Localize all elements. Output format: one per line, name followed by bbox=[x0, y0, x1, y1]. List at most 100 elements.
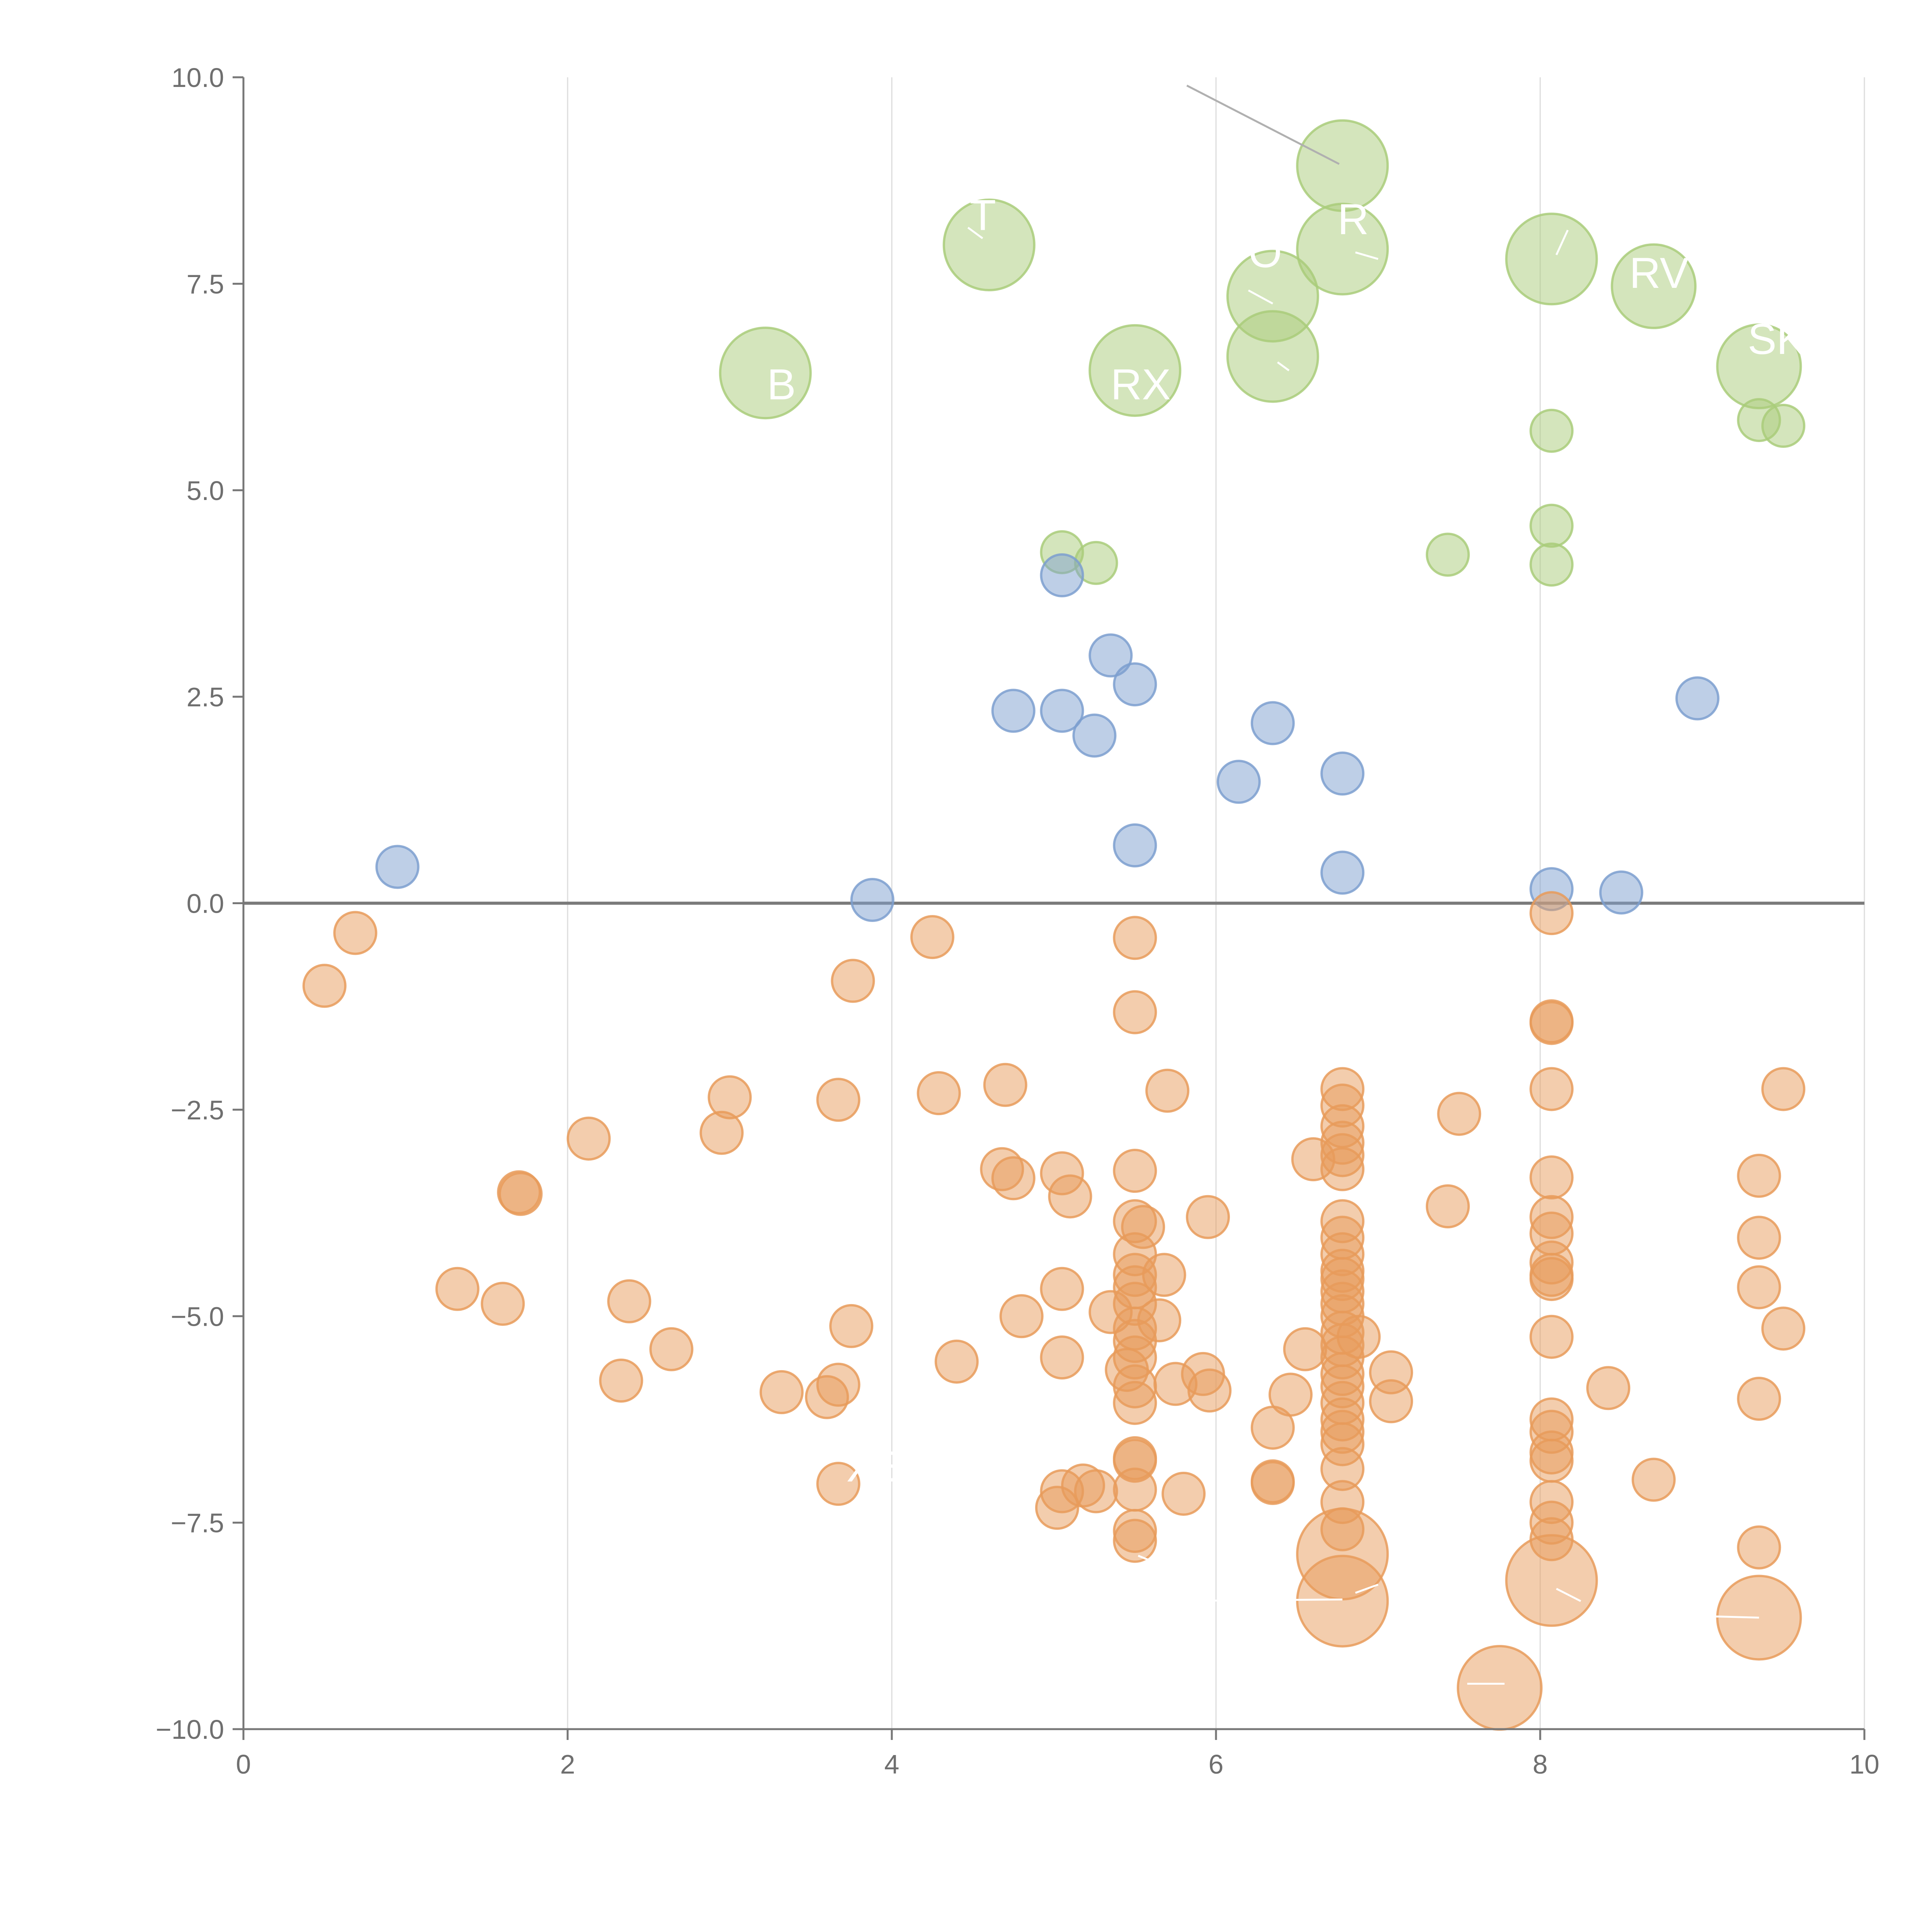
bubble-low-12 bbox=[983, 1063, 1027, 1107]
bubble-low-32 bbox=[1737, 1153, 1781, 1198]
bubble-mid-4 bbox=[1040, 689, 1084, 733]
bubble-low-83 bbox=[1337, 1315, 1381, 1359]
bubble-mid-8 bbox=[1216, 760, 1261, 804]
bubble-mid-10 bbox=[1113, 823, 1157, 867]
x-tick-label-1: 2 bbox=[560, 1749, 575, 1779]
bubble-mid-15 bbox=[1599, 870, 1643, 915]
bubble-low-89 bbox=[934, 1339, 979, 1384]
bubble-low-88 bbox=[1040, 1335, 1084, 1380]
y-tick-label-5: −2.5 bbox=[171, 1095, 224, 1125]
leader-line-10 bbox=[1556, 1588, 1582, 1602]
bubble-low-76 bbox=[1137, 1298, 1182, 1342]
bubble-low-108 bbox=[1529, 1439, 1574, 1483]
bubble-low-74 bbox=[1142, 1253, 1186, 1297]
bubble-label-1: RV bbox=[1629, 249, 1689, 297]
bubble-labels: R RV SKL RX B O T XE bbox=[767, 191, 1830, 1490]
bubble-low-30 bbox=[1113, 1149, 1157, 1193]
bubble-high-7 bbox=[719, 327, 812, 420]
bubble-mid-12 bbox=[850, 878, 895, 922]
bubble-low-10 bbox=[816, 1078, 861, 1122]
bubble-low-20 bbox=[1529, 1067, 1574, 1111]
bubble-low-116 bbox=[1113, 1468, 1157, 1512]
bubble-low-101 bbox=[1737, 1377, 1781, 1421]
bubble-high-17 bbox=[1529, 543, 1574, 587]
y-tick-label-2: 5.0 bbox=[187, 476, 224, 506]
y-tick-label-3: 2.5 bbox=[187, 682, 224, 712]
bubble-low-13 bbox=[1145, 1068, 1190, 1113]
bubble-mid-3 bbox=[991, 689, 1036, 733]
bubble-low-102 bbox=[1250, 1405, 1295, 1450]
x-tick-label-3: 6 bbox=[1209, 1749, 1224, 1779]
leader-line-9 bbox=[1605, 1612, 1759, 1619]
bubble-low-87 bbox=[1283, 1327, 1327, 1371]
leader-line-6 bbox=[1355, 1583, 1379, 1594]
bubble-low-117 bbox=[1162, 1471, 1206, 1516]
bubble-low-31 bbox=[1529, 1155, 1574, 1200]
bubble-low-1 bbox=[302, 964, 347, 1008]
bubble-mid-13 bbox=[1320, 850, 1365, 895]
bubble-label-4: B bbox=[767, 361, 796, 409]
bubble-low-21 bbox=[1761, 1067, 1806, 1111]
bubble-label-3: RX bbox=[1111, 361, 1171, 409]
bubble-low-22 bbox=[1437, 1092, 1481, 1136]
leader-line-5 bbox=[1355, 251, 1379, 260]
bubble-high-15 bbox=[1425, 532, 1470, 577]
bubble-low-25 bbox=[1291, 1137, 1335, 1182]
bubble-low-8 bbox=[1529, 999, 1574, 1044]
bubble-mid-5 bbox=[1072, 713, 1117, 758]
bubble-label-6: T bbox=[969, 191, 996, 239]
bubble-low-128 bbox=[1505, 1534, 1598, 1627]
bubble-low-73 bbox=[1113, 1381, 1157, 1425]
bubble-mid-1 bbox=[1088, 633, 1133, 678]
leader-line-4 bbox=[967, 227, 983, 239]
bubble-low-34 bbox=[498, 1172, 543, 1216]
bubble-low-86 bbox=[649, 1327, 694, 1371]
bubble-mid-7 bbox=[1675, 676, 1719, 721]
bubble-high-10 bbox=[1529, 408, 1574, 453]
bubble-low-75 bbox=[1088, 1290, 1133, 1334]
bubble-mid-9 bbox=[1320, 751, 1365, 796]
bubble-high-2 bbox=[942, 198, 1036, 291]
bubble-high-16 bbox=[1529, 503, 1574, 548]
bubble-low-62 bbox=[1737, 1216, 1781, 1260]
bubble-low-129 bbox=[1296, 1554, 1389, 1648]
bubble-mid-2 bbox=[1113, 662, 1157, 707]
bubble-low-95 bbox=[1187, 1368, 1232, 1413]
leader-line-1 bbox=[1248, 289, 1274, 304]
leader-line-3 bbox=[1555, 230, 1569, 255]
bubble-low-112 bbox=[1631, 1458, 1676, 1502]
x-tick-label-5: 10 bbox=[1849, 1749, 1879, 1779]
bubble-low-5 bbox=[1113, 990, 1157, 1034]
bubble-low-35 bbox=[1425, 1184, 1470, 1228]
bubble-high-1 bbox=[1296, 202, 1389, 296]
bubble-low-0 bbox=[333, 911, 378, 955]
bubble-low-24 bbox=[699, 1111, 744, 1155]
bubble-low-38 bbox=[1186, 1195, 1230, 1239]
y-tick-label-7: −7.5 bbox=[171, 1508, 224, 1538]
bubble-low-126 bbox=[1737, 1525, 1781, 1570]
bubble-low-3 bbox=[831, 959, 875, 1003]
leader-line-11 bbox=[1138, 1554, 1155, 1563]
bubble-low-110 bbox=[1250, 1461, 1295, 1505]
x-axis-ticks: 0 2 4 6 8 10 bbox=[236, 1729, 1879, 1779]
x-tick-label-4: 8 bbox=[1533, 1749, 1548, 1779]
leader-line-0 bbox=[1186, 85, 1340, 165]
bubble-low-11 bbox=[917, 1071, 961, 1116]
bubble-mid-11 bbox=[375, 845, 420, 889]
bubble-low-2 bbox=[910, 915, 954, 959]
leader-lines bbox=[967, 85, 1759, 1685]
bubble-low-78 bbox=[481, 1282, 525, 1326]
bubble-low-96 bbox=[759, 1370, 804, 1414]
bubble-high-4 bbox=[1611, 243, 1697, 329]
bubble-high-6 bbox=[1226, 310, 1319, 403]
bubble-low-61 bbox=[1529, 1257, 1574, 1301]
bubble-low-77 bbox=[435, 1267, 480, 1311]
bubble-low-100 bbox=[1586, 1366, 1631, 1410]
bubble-low-4 bbox=[1113, 916, 1157, 960]
bubble-low-111 bbox=[816, 1462, 861, 1506]
leader-line-2 bbox=[1277, 361, 1290, 371]
bubble-low-99 bbox=[1369, 1379, 1413, 1423]
y-tick-label-4: 0.0 bbox=[187, 889, 224, 919]
bubble-low-84 bbox=[1761, 1306, 1806, 1351]
x-tick-label-2: 4 bbox=[884, 1749, 900, 1779]
